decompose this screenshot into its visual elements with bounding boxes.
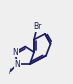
Text: N: N <box>14 60 20 69</box>
Text: Br: Br <box>33 22 41 31</box>
Text: N: N <box>12 48 18 57</box>
Text: /: / <box>9 68 12 74</box>
